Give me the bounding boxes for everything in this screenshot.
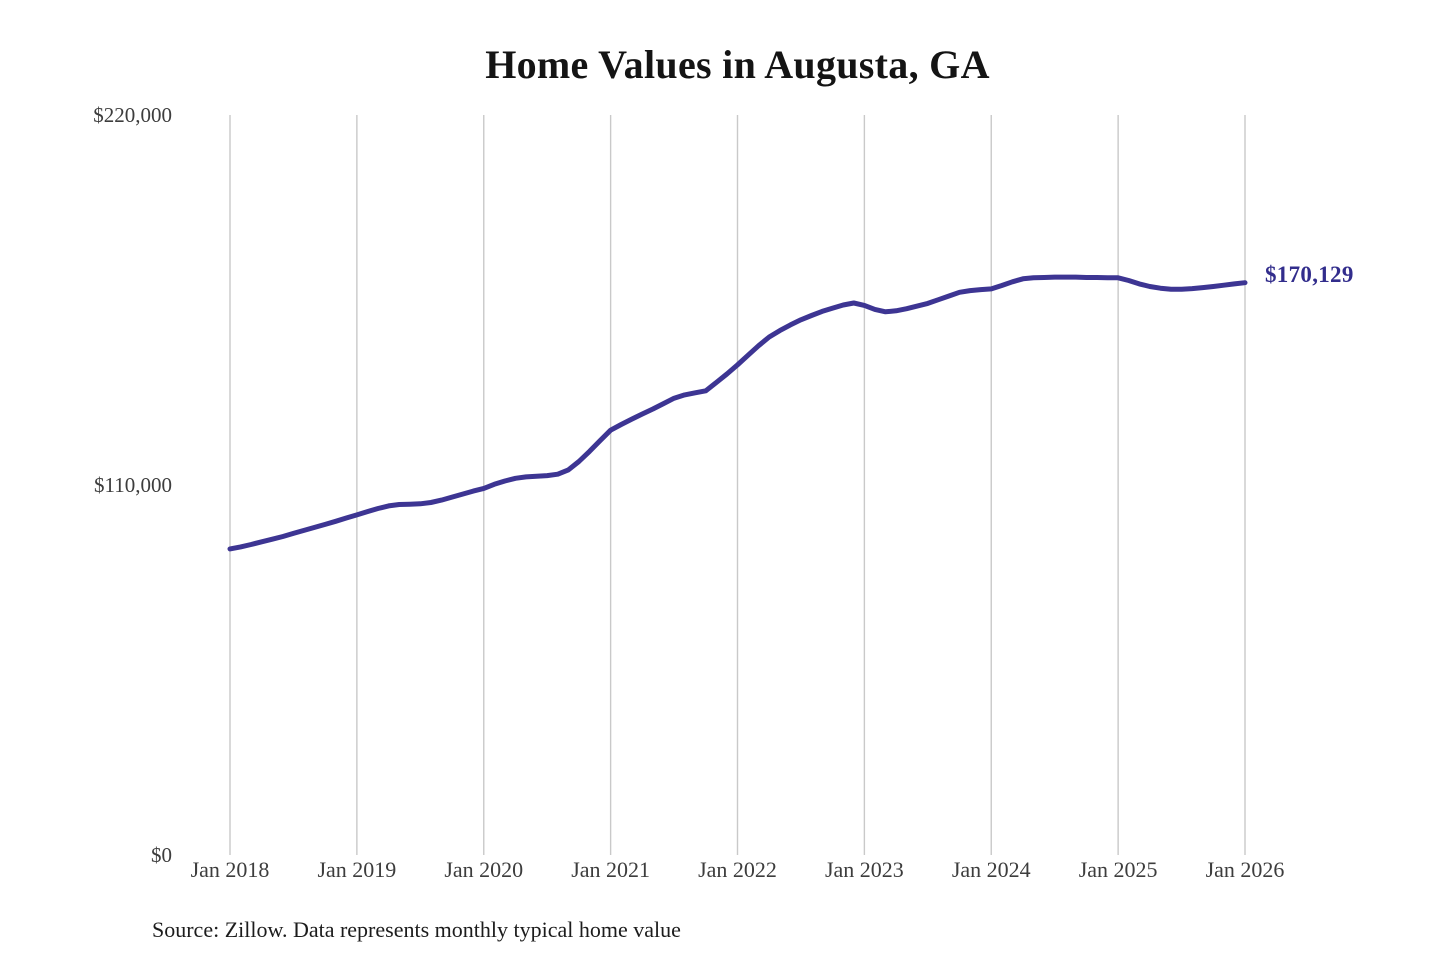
x-axis-tick-jan-2018: Jan 2018 [190,857,270,882]
x-axis-tick-jan-2019: Jan 2019 [317,857,397,882]
home-value-series-line [227,274,1248,552]
y-axis-tick-0: $0 [151,843,172,867]
x-axis-tick-jan-2026: Jan 2026 [1205,857,1285,882]
latest-value-label: $170,129 [1265,261,1354,287]
x-axis-tick-jan-2025: Jan 2025 [1078,857,1158,882]
source-note: Source: Zillow. Data represents monthly … [152,917,681,942]
x-axis-tick-jan-2023: Jan 2023 [824,857,904,882]
y-axis-tick-220000: $220,000 [93,103,172,127]
chart-title: Home Values in Augusta, GA [485,42,990,87]
y-axis-tick-110000: $110,000 [94,473,172,497]
x-axis-tick-jan-2022: Jan 2022 [698,857,777,882]
x-axis-tick-jan-2021: Jan 2021 [571,857,651,882]
x-axis-tick-jan-2024: Jan 2024 [951,857,1031,882]
x-axis-tick-jan-2020: Jan 2020 [444,857,524,882]
